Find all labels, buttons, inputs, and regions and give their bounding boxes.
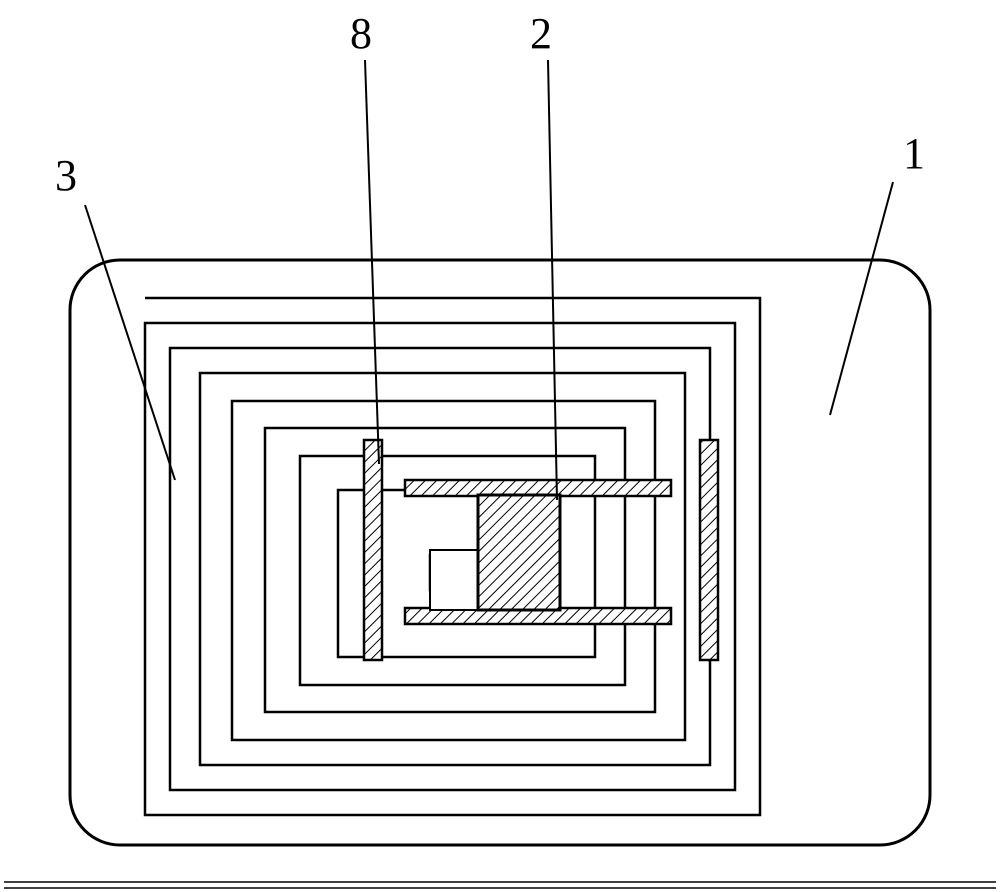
callout-label-2: 2 <box>530 9 552 58</box>
callout-label-1: 1 <box>903 129 925 178</box>
callout-label-8: 8 <box>350 9 372 58</box>
callout-line-1 <box>830 182 893 415</box>
ic-chip-part2 <box>478 495 560 610</box>
callout-line-3 <box>85 205 175 480</box>
callout-line-2 <box>548 60 557 500</box>
chip-pad-outline <box>430 550 478 610</box>
callout-label-3: 3 <box>55 151 77 200</box>
bridge-vertical-right <box>700 440 718 660</box>
callout-line-8 <box>365 60 379 464</box>
bridge-vertical-left-part8 <box>364 440 382 660</box>
